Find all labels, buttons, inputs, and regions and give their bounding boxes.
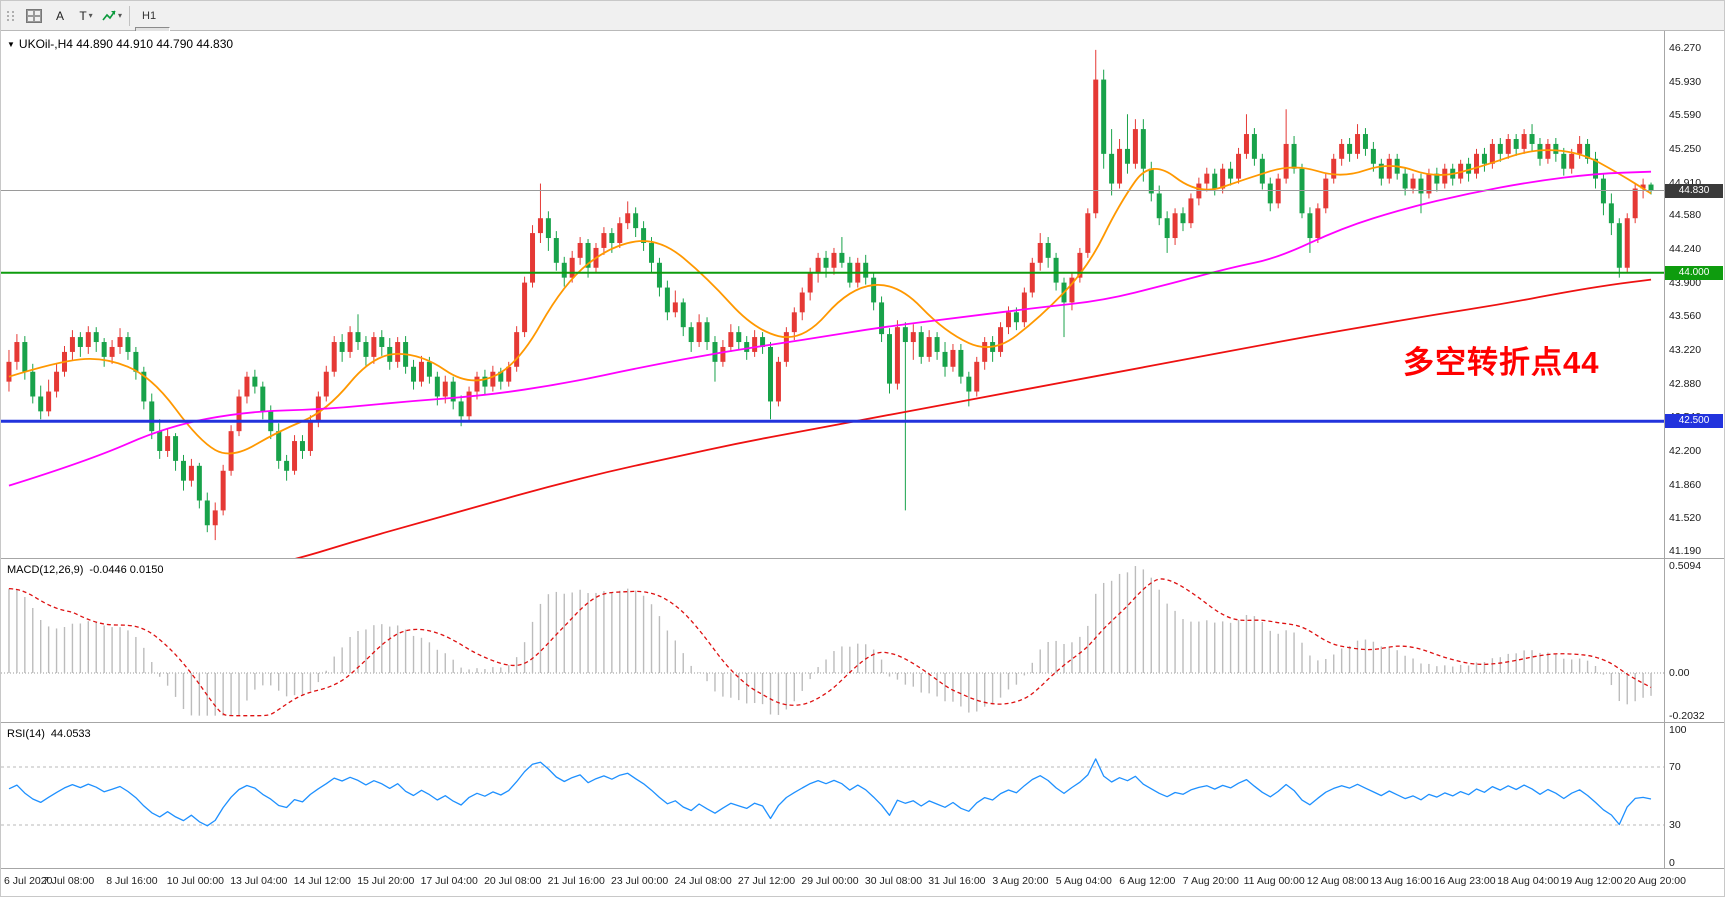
toolbar-grip-icon[interactable] — [7, 10, 15, 21]
text-tool-button[interactable]: T ▾ — [79, 8, 93, 23]
time-axis-label: 20 Jul 08:00 — [484, 875, 542, 887]
rsi-label: RSI(14) 44.0533 — [7, 728, 91, 740]
price-axis-label: 42.880 — [1669, 377, 1702, 390]
rsi-line — [8, 758, 1652, 827]
time-axis-label: 21 Jul 16:00 — [547, 875, 605, 887]
time-axis-label: 13 Jul 04:00 — [230, 875, 288, 887]
price-axis-column — [1664, 31, 1724, 869]
macd-panel[interactable] — [1, 559, 1664, 723]
chart-context-triangle-icon[interactable]: ▼ — [7, 39, 15, 49]
time-axis-label: 15 Jul 20:00 — [357, 875, 415, 887]
macd-axis-label: 0.00 — [1669, 667, 1690, 679]
rsi-axis-label: 0 — [1669, 857, 1675, 869]
time-axis-label: 12 Aug 08:00 — [1306, 875, 1369, 887]
time-axis-label: 6 Jul 2020 — [4, 875, 53, 887]
hline-price-tag: 42.500 — [1665, 414, 1723, 429]
time-axis-label: 19 Aug 12:00 — [1560, 875, 1623, 887]
macd-label: MACD(12,26,9) -0.0446 0.0150 — [7, 564, 164, 576]
time-axis-label: 17 Jul 04:00 — [420, 875, 478, 887]
rsi-axis-label: 30 — [1669, 819, 1681, 831]
price-axis-label: 44.240 — [1669, 242, 1702, 255]
price-axis-label: 44.580 — [1669, 209, 1702, 222]
time-axis-label: 23 Jul 00:00 — [610, 875, 669, 887]
hline-price-tag: 44.000 — [1665, 265, 1723, 280]
time-axis-label: 3 Aug 20:00 — [992, 875, 1049, 887]
ma-slow — [291, 278, 1652, 559]
rsi-chart-svg[interactable] — [1, 723, 1664, 869]
toolbar-separator — [129, 5, 130, 26]
price-axis-label: 42.200 — [1669, 445, 1702, 457]
time-axis-label: 6 Aug 12:00 — [1119, 875, 1176, 887]
price-axis-label: 41.860 — [1669, 478, 1702, 491]
price-axis-label: 45.590 — [1669, 109, 1702, 122]
chart-title-text: UKOil-,H4 44.890 44.910 44.790 44.830 — [18, 37, 234, 51]
time-axis-label: 30 Jul 08:00 — [864, 875, 923, 887]
price-axis-label: 43.220 — [1669, 343, 1702, 356]
timeframe-h1-button[interactable]: H1 — [142, 9, 157, 22]
macd-chart-svg[interactable] — [1, 559, 1664, 723]
cursor-button[interactable]: A — [55, 8, 64, 23]
time-axis-label: 14 Jul 12:00 — [293, 875, 351, 887]
time-axis-label: 11 Aug 00:00 — [1243, 875, 1305, 887]
rsi-axis-label: 70 — [1669, 761, 1681, 773]
rsi-value: 44.0533 — [50, 728, 91, 740]
macd-values: -0.0446 0.0150 — [89, 564, 164, 576]
indicators-button[interactable]: ▾ — [100, 4, 124, 28]
price-axis-label: 41.190 — [1669, 545, 1702, 557]
candlestick-chart-svg[interactable] — [1, 31, 1664, 559]
chart-quote-line: ▼ UKOil-,H4 44.890 44.910 44.790 44.830 — [7, 37, 233, 51]
macd-signal-line — [8, 578, 1652, 717]
macd-axis-label: 0.5094 — [1669, 560, 1702, 572]
time-axis-label: 20 Aug 20:00 — [1624, 875, 1686, 887]
time-axis: 6 Jul 2020 7 Jul 08:00 8 Jul 16:00 10 Jul 0… — [1, 869, 1724, 896]
indicator-arrow-icon — [102, 10, 116, 20]
ma-fast — [8, 149, 1652, 455]
time-axis-label: 18 Aug 04:00 — [1497, 875, 1560, 887]
time-axis-label: 29 Jul 00:00 — [801, 875, 859, 887]
panel-separator[interactable] — [1, 558, 1724, 559]
panel-separator[interactable] — [1, 868, 1724, 869]
price-axis-label: 46.270 — [1669, 41, 1702, 54]
time-axis-label: 16 Aug 23:00 — [1433, 875, 1496, 887]
time-axis-label: 27 Jul 12:00 — [737, 875, 796, 887]
rsi-axis-label: 100 — [1669, 724, 1687, 736]
current-price-tag: 44.830 — [1665, 183, 1723, 198]
price-chart-panel[interactable] — [1, 31, 1664, 559]
rsi-panel[interactable] — [1, 723, 1664, 869]
time-axis-label: 7 Aug 20:00 — [1182, 875, 1239, 887]
toolbar: A T▾ ▾ M1M5M15M30H1H4D1W1MN — [1, 1, 1724, 110]
price-axis-label: 41.520 — [1669, 512, 1702, 525]
chart-grid-icon[interactable] — [22, 4, 46, 28]
time-axis-label: 24 Jul 08:00 — [674, 875, 732, 887]
time-axis-label: 7 Jul 08:00 — [42, 875, 95, 887]
chart-annotation-text[interactable]: 多空转折点44 — [1403, 345, 1600, 380]
time-axis-label: 8 Jul 16:00 — [106, 875, 158, 887]
ma-mid — [8, 170, 1652, 487]
time-axis-label: 10 Jul 00:00 — [166, 875, 224, 887]
chevron-down-icon: ▾ — [88, 11, 93, 20]
time-axis-label: 31 Jul 16:00 — [928, 875, 986, 887]
price-axis-label: 45.250 — [1669, 142, 1702, 155]
panel-separator[interactable] — [1, 722, 1724, 723]
price-axis-label: 45.930 — [1669, 75, 1702, 88]
chevron-down-icon: ▾ — [117, 11, 122, 20]
time-axis-label: 13 Aug 16:00 — [1370, 875, 1433, 887]
price-axis-label: 43.560 — [1669, 310, 1702, 323]
macd-axis-label: -0.2032 — [1669, 709, 1705, 722]
time-axis-label: 5 Aug 04:00 — [1055, 875, 1112, 887]
